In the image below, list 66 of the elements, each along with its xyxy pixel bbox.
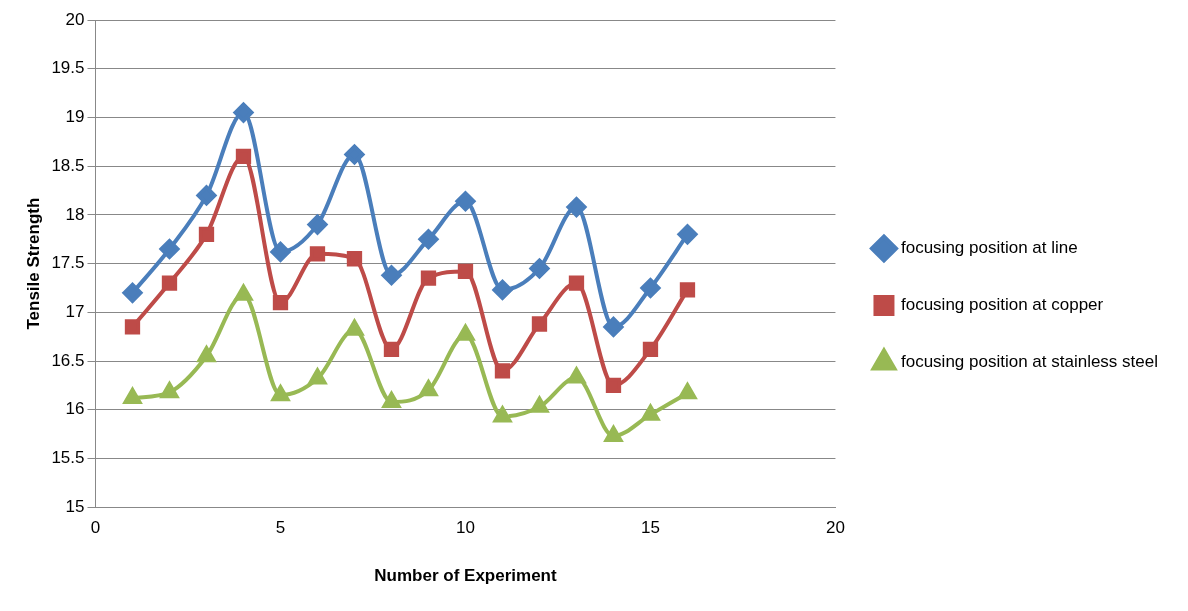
point	[567, 365, 587, 384]
y-axis-title: Tensile Strength	[23, 197, 43, 330]
point	[679, 282, 696, 298]
y-tick-label: 18.5	[51, 155, 85, 175]
x-tick-label: 20	[826, 518, 845, 538]
point	[196, 185, 217, 206]
point	[494, 363, 511, 379]
y-tick-label: 17.5	[51, 253, 85, 273]
point	[603, 316, 624, 337]
point	[346, 251, 363, 267]
point	[531, 316, 548, 332]
y-tick-label: 15.5	[51, 448, 85, 468]
point	[419, 380, 438, 397]
point	[124, 319, 141, 335]
y-tick-label: 15	[65, 496, 85, 516]
y-tick-label: 18	[65, 204, 85, 224]
point	[530, 394, 550, 413]
point	[642, 341, 659, 357]
point	[233, 102, 254, 123]
point	[678, 383, 697, 400]
point	[272, 294, 289, 311]
point	[381, 265, 402, 286]
x-tick-label: 10	[456, 518, 475, 538]
point	[307, 366, 328, 385]
y-tick-label: 20	[65, 9, 85, 29]
y-tick-label: 17	[65, 302, 85, 322]
point	[198, 226, 215, 243]
point	[235, 148, 252, 165]
legend-label: focusing position at stainless steel	[900, 352, 1159, 372]
point	[604, 426, 623, 443]
point	[640, 277, 661, 298]
point	[566, 197, 587, 218]
y-tick-label: 16	[65, 399, 85, 419]
point	[160, 382, 179, 399]
point	[271, 385, 290, 402]
x-tick-label: 0	[90, 518, 101, 538]
legend-label: focusing position at copper	[900, 295, 1104, 315]
point	[457, 263, 474, 280]
point	[568, 275, 585, 291]
y-tick-label: 19.5	[51, 58, 85, 78]
x-tick-label: 5	[275, 518, 286, 538]
point	[382, 391, 401, 408]
point	[420, 270, 437, 286]
point	[344, 144, 365, 165]
x-axis-title: Number of Experiment	[374, 566, 557, 586]
legend-label: focusing position at line	[900, 238, 1078, 258]
x-tick-label: 15	[641, 518, 660, 538]
point	[309, 246, 326, 262]
point	[492, 404, 513, 423]
point	[383, 341, 400, 357]
point	[492, 279, 513, 300]
point	[270, 241, 291, 262]
point	[159, 238, 180, 259]
point	[529, 258, 550, 279]
point	[677, 224, 698, 245]
point	[161, 275, 178, 291]
y-tick-label: 16.5	[51, 350, 85, 370]
point	[641, 402, 661, 421]
point	[418, 229, 439, 250]
point	[455, 191, 476, 212]
point	[307, 214, 328, 235]
y-tick-label: 19	[65, 107, 85, 127]
point	[123, 388, 142, 405]
point	[605, 377, 622, 394]
point	[197, 346, 216, 363]
point	[122, 282, 143, 303]
